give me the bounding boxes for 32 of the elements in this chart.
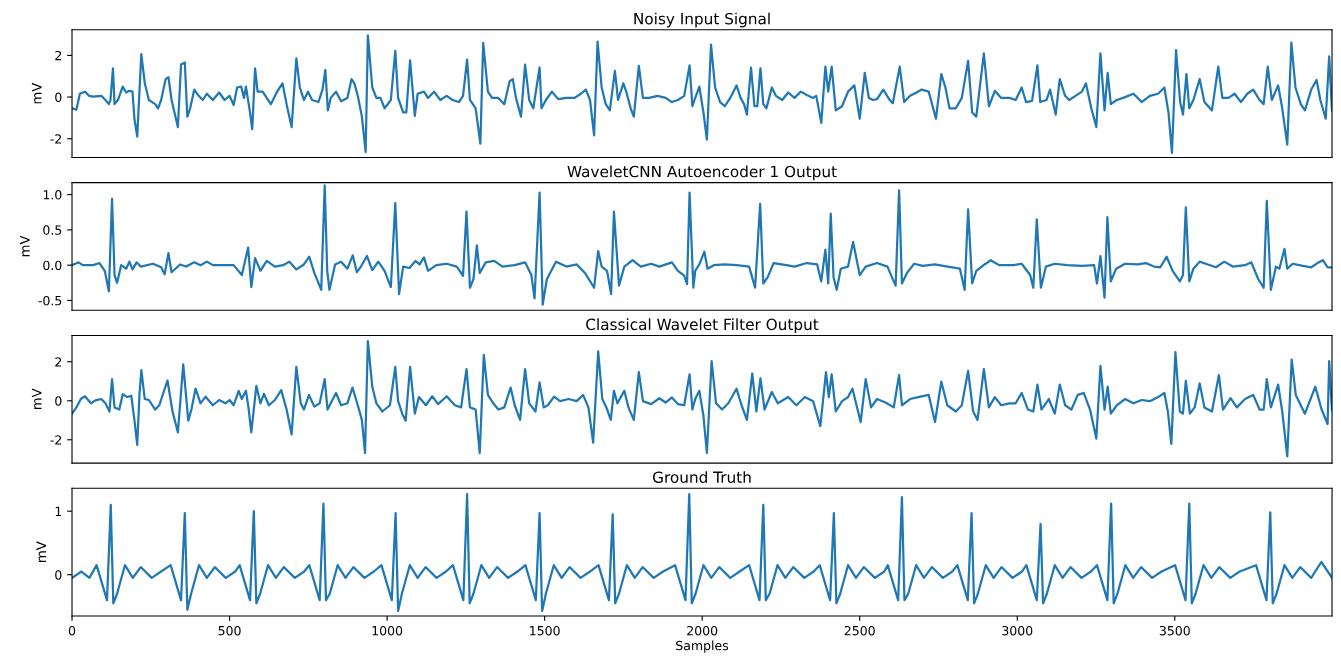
y-tick-label: -2 (50, 435, 62, 445)
y-tick-label: 0.5 (43, 225, 62, 235)
chart-title: Classical Wavelet Filter Output (586, 318, 819, 334)
x-tick-label: 2000 (687, 625, 718, 636)
x-tick-label: 500 (218, 625, 241, 636)
chart-title: Noisy Input Signal (634, 12, 770, 28)
line-series (72, 340, 1333, 458)
y-tick-label: 0 (55, 396, 62, 406)
y-tick-label: 2 (55, 50, 62, 61)
y-axis-title: mV (31, 388, 42, 410)
y-tick-label: -0.5 (38, 295, 62, 306)
x-tick-label: 0 (68, 625, 76, 636)
x-axis-title: Samples (676, 640, 729, 653)
y-tick-label: 0.0 (43, 260, 62, 271)
line-series (72, 492, 1333, 613)
y-axis-title: mV (31, 82, 42, 104)
chart-title: Ground Truth (652, 471, 751, 483)
y-axis-title: mV (19, 235, 30, 257)
y-tick-label: 0 (55, 570, 62, 580)
y-axis-title: mV (36, 541, 47, 562)
x-tick-label: 2500 (844, 625, 875, 636)
y-tick-label: 1.0 (43, 190, 62, 200)
y-tick-label: 1 (55, 506, 62, 516)
line-series (72, 34, 1333, 154)
x-tick-label: 1000 (372, 625, 403, 636)
x-tick-label: 3500 (1159, 625, 1190, 636)
y-tick-label: -2 (50, 134, 62, 144)
x-tick-label: 3000 (1002, 625, 1033, 636)
chart-title: WaveletCNN Autoencoder 1 Output (567, 165, 837, 181)
y-tick-label: 2 (55, 357, 62, 367)
y-tick-label: 0 (55, 92, 62, 102)
x-tick-label: 1500 (530, 625, 560, 636)
